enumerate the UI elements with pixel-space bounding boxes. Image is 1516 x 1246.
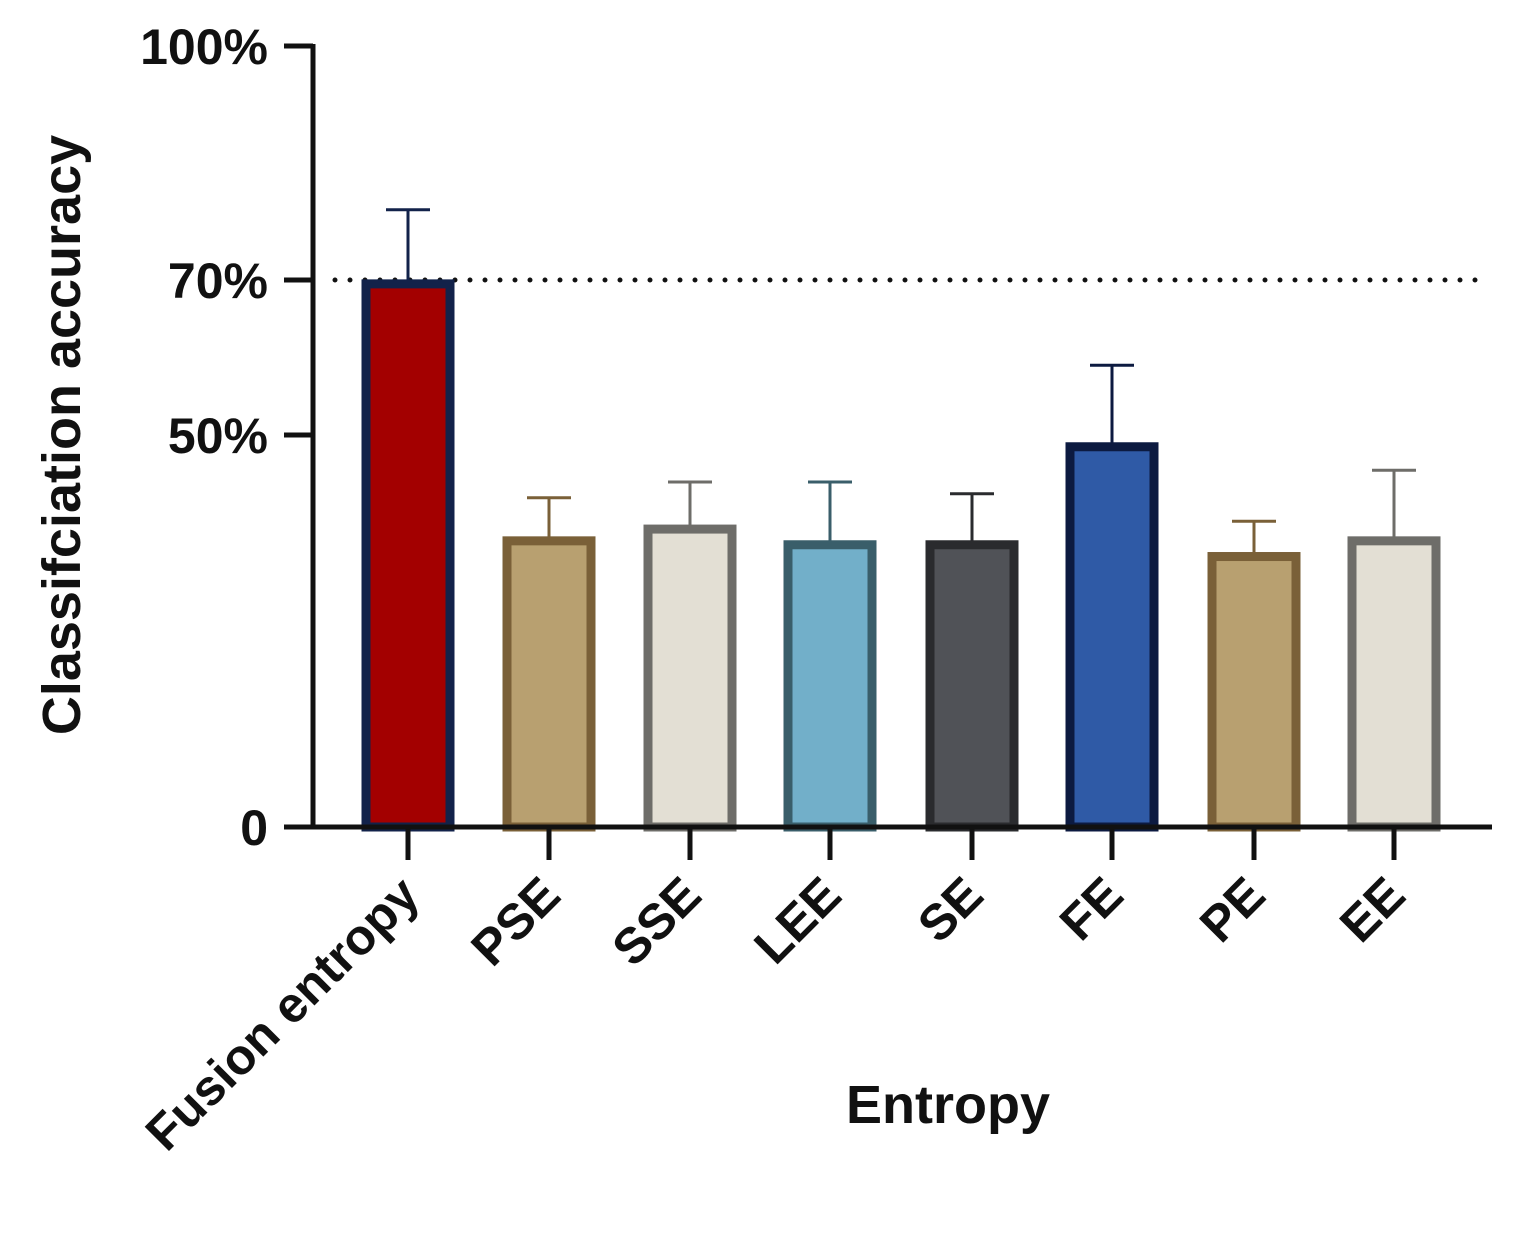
y-tick-label-100: 100% bbox=[140, 19, 268, 75]
y-axis-title: Classifciation accuracy bbox=[32, 135, 92, 735]
x-tick-label-se: SE bbox=[907, 866, 994, 953]
x-tick-label-pe: PE bbox=[1189, 866, 1276, 953]
x-tick-label-ee: EE bbox=[1329, 866, 1416, 953]
bar-pe bbox=[1207, 552, 1301, 832]
x-tick-label-fe: FE bbox=[1049, 866, 1134, 951]
bar-fusion-entropy bbox=[361, 279, 455, 832]
bar-fe bbox=[1065, 442, 1159, 832]
bar-se bbox=[925, 540, 1019, 832]
x-tick-label-pse: PSE bbox=[460, 866, 570, 976]
bar-pse bbox=[502, 536, 596, 832]
bars-layer bbox=[361, 208, 1441, 832]
y-tick-label-70: 70% bbox=[168, 253, 268, 309]
bar-ee bbox=[1347, 536, 1441, 832]
bar-sse bbox=[643, 524, 737, 832]
x-axis-title: Entropy bbox=[846, 1075, 1050, 1135]
x-tick-label-fusion-entropy: Fusion entropy bbox=[135, 866, 430, 1161]
y-tick-label-0: 0 bbox=[240, 800, 268, 856]
bar-lee bbox=[783, 540, 877, 832]
x-tick-label-lee: LEE bbox=[743, 866, 851, 974]
x-tick-label-sse: SSE bbox=[601, 866, 711, 976]
axes-layer bbox=[284, 43, 1492, 860]
y-tick-label-50: 50% bbox=[168, 408, 268, 464]
